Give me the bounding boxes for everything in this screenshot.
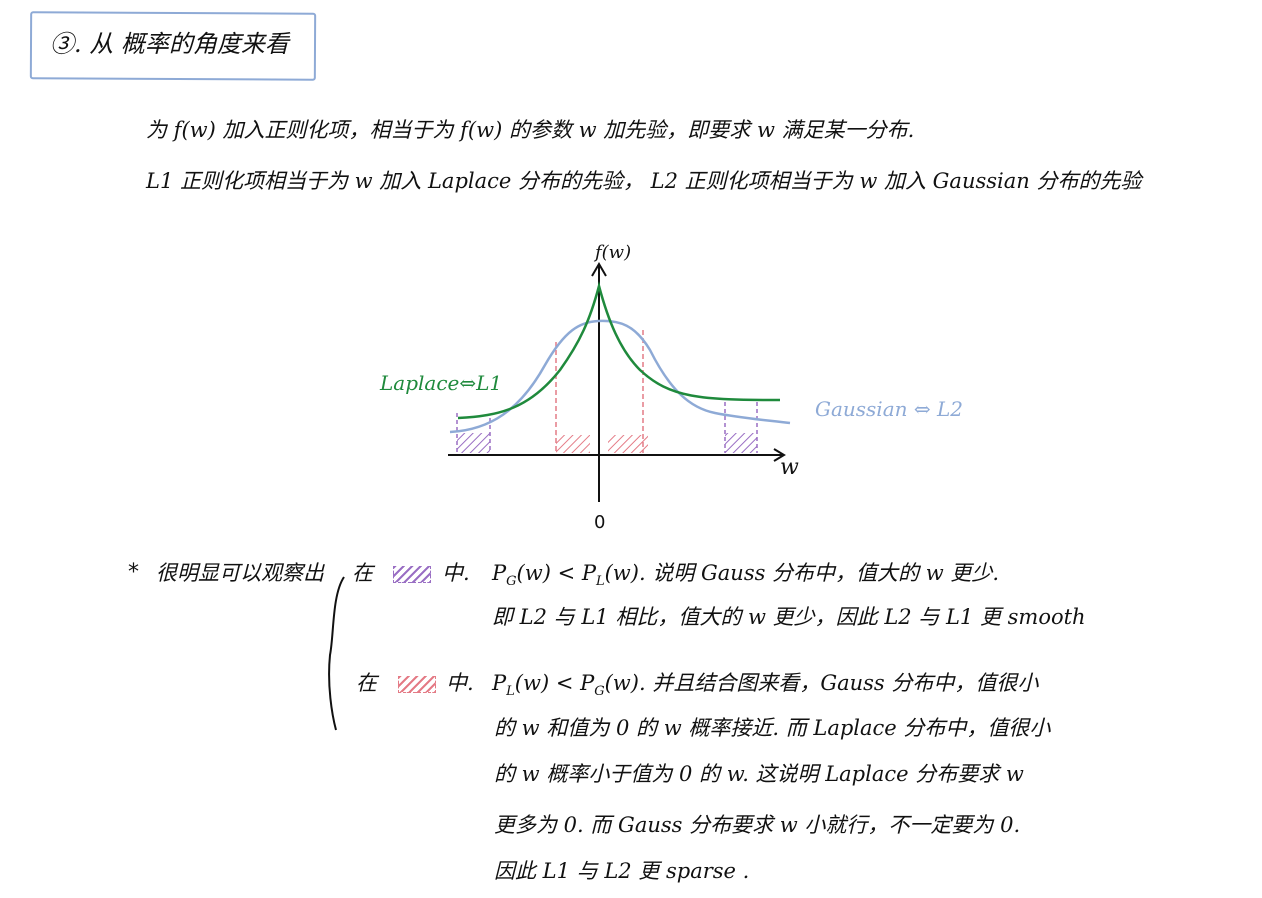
y-axis-arrow (591, 262, 607, 277)
tail-region-left (457, 433, 490, 453)
case1-prefix: 在 (352, 561, 373, 585)
case2-prefix: 在 (356, 671, 377, 695)
case2-line-5: 因此 L1 与 L2 更 sparse . (494, 859, 750, 883)
case2-comparison: PL(w) < PG(w). 并且结合图来看，Gauss 分布中，值很小 (492, 671, 1039, 700)
tail-regions (456, 402, 758, 453)
laplace-label: Laplace⇔L1 (379, 371, 502, 395)
y-axis-label: f(w) (593, 242, 631, 263)
gaussian-curve (449, 319, 791, 434)
center-region-right (608, 435, 648, 453)
x-axis-label: w (780, 455, 799, 480)
tail-region-right (725, 433, 757, 453)
case1-comparison: PG(w) < PL(w). 说明 Gauss 分布中，值大的 w 更少. (492, 561, 1000, 590)
laplace-curve (457, 281, 781, 420)
red-region-swatch (398, 676, 436, 693)
grouping-brace (328, 576, 345, 731)
intro-line-1: 为 f(w) 加入正则化项，相当于为 f(w) 的参数 w 加先验，即要求 w … (146, 118, 915, 142)
note-lead: 很明显可以观察出 (156, 561, 324, 585)
page-title: ③. 从 概率的角度来看 (50, 30, 289, 58)
intro-line-2: L1 正则化项相当于为 w 加入 Laplace 分布的先验， L2 正则化项相… (146, 169, 1142, 193)
gaussian-label: Gaussian ⇔ L2 (815, 397, 963, 421)
origin-label: 0 (594, 512, 605, 533)
distribution-graph: f(w) w 0 Laplace⇔L1 Gaussian ⇔ L2 (379, 242, 963, 533)
case1-in: 中. (442, 561, 470, 585)
case2-line-3: 的 w 概率小于值为 0 的 w. 这说明 Laplace 分布要求 w (494, 762, 1024, 786)
case2-line-4: 更多为 0. 而 Gauss 分布要求 w 小就行，不一定要为 0. (494, 813, 1021, 837)
center-regions (555, 330, 648, 453)
purple-region-swatch (393, 566, 431, 583)
case1-line-2: 即 L2 与 L1 相比，值大的 w 更少，因此 L2 与 L1 更 smoot… (492, 605, 1086, 629)
case2-line-2: 的 w 和值为 0 的 w 概率接近. 而 Laplace 分布中，值很小 (494, 716, 1051, 740)
center-region-left (556, 435, 590, 453)
note-bullet: * (128, 560, 139, 585)
case2-in: 中. (446, 671, 474, 695)
x-axis-arrow (773, 448, 786, 462)
